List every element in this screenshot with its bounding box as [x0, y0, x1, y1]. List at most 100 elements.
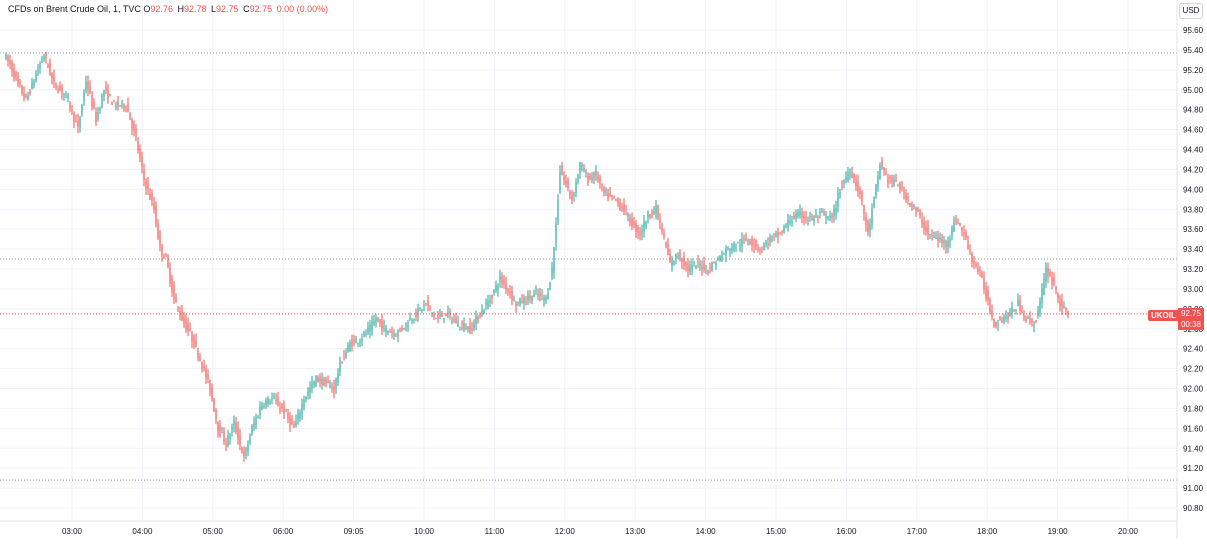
- candle: [127, 97, 129, 113]
- candle-body: [841, 186, 843, 188]
- candle-body: [1029, 317, 1031, 324]
- candle-body: [765, 241, 767, 243]
- candle-body: [855, 179, 857, 187]
- candle: [81, 103, 83, 117]
- candle-body: [869, 224, 871, 232]
- candle: [653, 205, 655, 215]
- candle: [461, 320, 463, 331]
- candle: [611, 194, 613, 201]
- candle: [811, 213, 813, 221]
- candle: [469, 318, 471, 335]
- candle-body: [75, 120, 77, 123]
- candle-body: [991, 310, 993, 317]
- candle: [87, 75, 89, 97]
- candle: [747, 238, 749, 246]
- candle-body: [1051, 277, 1053, 284]
- candle: [55, 82, 57, 90]
- candle: [583, 163, 585, 173]
- candle-body: [537, 293, 539, 295]
- candle-body: [411, 320, 413, 322]
- candle-body: [65, 91, 67, 93]
- candle: [887, 173, 889, 189]
- candle-body: [139, 148, 141, 158]
- candle: [97, 106, 99, 122]
- candle: [709, 262, 711, 274]
- candle-body: [707, 270, 709, 273]
- candle-body: [199, 356, 201, 361]
- candle-body: [809, 216, 811, 218]
- candle-body: [241, 447, 243, 454]
- candle-body: [383, 325, 385, 327]
- candle: [163, 253, 165, 259]
- price-tick-label: 91.80: [1183, 404, 1204, 413]
- candle: [477, 314, 479, 324]
- candle: [301, 398, 303, 420]
- candle: [49, 58, 51, 77]
- candle: [341, 361, 343, 365]
- candle: [1029, 311, 1031, 325]
- candle: [985, 281, 987, 302]
- candle-body: [849, 172, 851, 174]
- candle: [931, 229, 933, 241]
- candle-body: [525, 301, 527, 303]
- candle-body: [781, 230, 783, 233]
- candle: [451, 316, 453, 325]
- candle: [437, 311, 439, 324]
- candle-body: [1041, 289, 1043, 304]
- candle-body: [977, 268, 979, 272]
- candle-body: [639, 231, 641, 236]
- candle-body: [701, 267, 703, 270]
- candle-body: [683, 256, 685, 267]
- candle-body: [675, 254, 677, 258]
- candle-body: [1011, 307, 1013, 313]
- candle-body: [489, 299, 491, 303]
- candle-body: [129, 112, 131, 121]
- candle: [803, 211, 805, 226]
- candle: [299, 409, 301, 422]
- candle-body: [355, 339, 357, 344]
- price-tick-label: 90.80: [1183, 504, 1204, 513]
- candle-body: [585, 172, 587, 174]
- price-axis[interactable]: 90.80 91.00 91.20 91.40 91.60 91.80 92.00 92.20…: [1183, 26, 1204, 513]
- candle: [657, 204, 659, 221]
- candle: [773, 233, 775, 242]
- time-axis[interactable]: 03:00 04:00 05:00 06:00 09:05 10:00 11:00 12:00…: [62, 527, 1139, 536]
- candle-body: [529, 296, 531, 299]
- candle: [723, 252, 725, 255]
- candle: [975, 261, 977, 269]
- candle-body: [481, 309, 483, 315]
- candle: [381, 313, 383, 335]
- candle: [595, 165, 597, 181]
- candle-body: [523, 297, 525, 304]
- candle-body: [101, 95, 103, 108]
- grid: [0, 0, 1177, 521]
- candle: [539, 287, 541, 302]
- candle-body: [453, 318, 455, 320]
- candle: [987, 285, 989, 306]
- candle-body: [313, 380, 315, 386]
- candle: [463, 317, 465, 333]
- candle-body: [835, 207, 837, 215]
- candle-body: [671, 259, 673, 266]
- candle: [1043, 272, 1045, 296]
- candle: [967, 235, 969, 250]
- candle: [511, 286, 513, 306]
- candle: [1019, 295, 1021, 315]
- candle: [139, 144, 141, 163]
- candle: [579, 161, 581, 179]
- candle: [215, 408, 217, 425]
- high-value: 92.78: [183, 4, 207, 14]
- candle-body: [333, 386, 335, 392]
- candle: [67, 92, 69, 102]
- candle-body: [1019, 300, 1021, 311]
- price-tick-label: 93.40: [1183, 245, 1204, 254]
- candle: [413, 318, 415, 324]
- candle-body: [463, 323, 465, 330]
- candle: [119, 104, 121, 108]
- currency-button[interactable]: USD: [1179, 3, 1203, 19]
- candle-body: [751, 238, 753, 246]
- candle: [351, 334, 353, 352]
- candle-body: [427, 300, 429, 306]
